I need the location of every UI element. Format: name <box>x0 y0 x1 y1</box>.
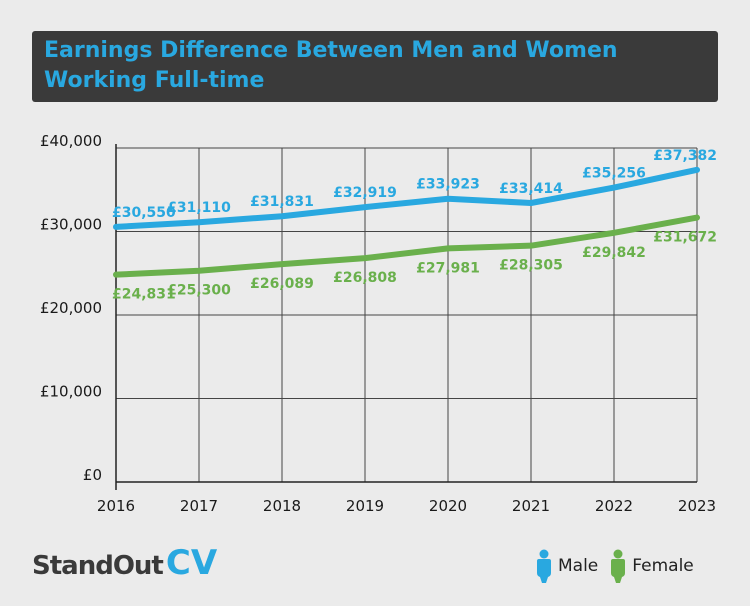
brand-logo: StandOutCV <box>32 543 217 583</box>
x-tick-label: 2020 <box>429 497 467 515</box>
data-label-male: £33,923 <box>416 177 480 193</box>
legend-label-male: Male <box>558 556 599 576</box>
y-tick-label: £10,000 <box>40 383 102 401</box>
x-tick-label: 2016 <box>97 497 135 515</box>
data-label-female: £27,981 <box>416 260 480 276</box>
x-tick-label: 2017 <box>180 497 218 515</box>
y-tick-label: £40,000 <box>40 132 102 150</box>
data-label-female: £29,842 <box>582 245 646 261</box>
x-tick-label: 2018 <box>263 497 301 515</box>
x-tick-label: 2021 <box>512 497 550 515</box>
data-label-female: £31,672 <box>653 230 717 246</box>
brand-name: StandOut <box>32 551 164 581</box>
x-tick-label: 2022 <box>595 497 633 515</box>
x-tick-label: 2023 <box>678 497 716 515</box>
y-tick-label: £30,000 <box>40 216 102 234</box>
data-label-male: £32,919 <box>333 185 397 201</box>
data-label-female: £26,808 <box>333 270 397 286</box>
legend-item-female: Female <box>608 549 694 583</box>
x-tick-label: 2019 <box>346 497 384 515</box>
data-label-male: £30,550 <box>112 205 176 221</box>
data-label-male: £33,414 <box>499 181 563 197</box>
legend-item-male: Male <box>534 549 598 583</box>
grid <box>115 144 698 490</box>
data-label-female: £26,089 <box>250 276 314 292</box>
data-label-male: £35,256 <box>582 166 646 182</box>
series-lines <box>113 166 700 278</box>
y-tick-label: £20,000 <box>40 299 102 317</box>
person-icon <box>537 549 551 583</box>
series-line-female <box>113 214 700 278</box>
data-labels: £30,550£31,110 £31,831 £32,919 £33,923 £33,4… <box>112 148 717 303</box>
x-axis-tick-labels: 2016 2017 2018 2019 2020 2021 2022 2023 <box>97 497 716 515</box>
title-bar: Earnings Difference Between Men and Wome… <box>32 31 718 102</box>
legend: Male Female <box>524 548 694 584</box>
legend-label-female: Female <box>632 556 694 576</box>
person-icon <box>611 549 626 583</box>
chart-title: Earnings Difference Between Men and Wome… <box>44 38 618 93</box>
y-tick-label: £0 <box>83 466 102 484</box>
data-label-male: £31,110 <box>167 200 231 216</box>
y-axis-tick-labels: £0 £10,000 £20,000 £30,000 £40,000 <box>40 132 102 484</box>
series-line-male <box>113 166 700 230</box>
data-label-male: £37,382 <box>653 148 717 164</box>
data-label-male: £31,831 <box>250 194 314 210</box>
brand-cv: CV <box>165 543 218 583</box>
data-label-female: £25,300 <box>167 283 231 299</box>
data-label-female: £28,305 <box>499 258 563 274</box>
data-label-female: £24,831 <box>112 287 176 303</box>
